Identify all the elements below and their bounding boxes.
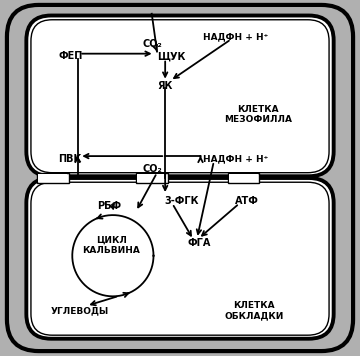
Text: 3-ФГК: 3-ФГК [164,196,199,206]
Text: АТФ: АТФ [235,196,258,206]
FancyBboxPatch shape [26,178,334,339]
Bar [137,174,166,182]
Bar [39,174,67,182]
Text: НАДФН + Н⁺: НАДФН + Н⁺ [203,32,268,41]
FancyBboxPatch shape [7,5,353,351]
Text: РБФ: РБФ [97,201,121,211]
Text: ФГА: ФГА [187,239,211,248]
FancyBboxPatch shape [26,16,334,176]
Bar [228,173,260,183]
Text: КЛЕТКА
МЕЗОФИЛЛА: КЛЕТКА МЕЗОФИЛЛА [224,105,292,124]
Text: ЩУК: ЩУК [157,51,185,61]
Text: НАДФН + Н⁺: НАДФН + Н⁺ [203,154,268,163]
Text: ЯК: ЯК [157,81,172,91]
Text: ФЕП: ФЕП [58,51,82,61]
Text: ЦИКЛ
КАЛЬВИНА: ЦИКЛ КАЛЬВИНА [82,235,140,255]
Bar [229,174,258,182]
Text: ПВК: ПВК [58,153,81,163]
Text: CO₂: CO₂ [143,39,163,49]
Bar [136,173,168,183]
Text: УГЛЕВОДЫ: УГЛЕВОДЫ [51,306,109,315]
Text: CO₂: CO₂ [143,164,163,174]
Text: КЛЕТКА
ОБКЛАДКИ: КЛЕТКА ОБКЛАДКИ [225,301,284,320]
FancyBboxPatch shape [31,20,329,173]
FancyBboxPatch shape [31,182,329,335]
Bar [37,173,69,183]
